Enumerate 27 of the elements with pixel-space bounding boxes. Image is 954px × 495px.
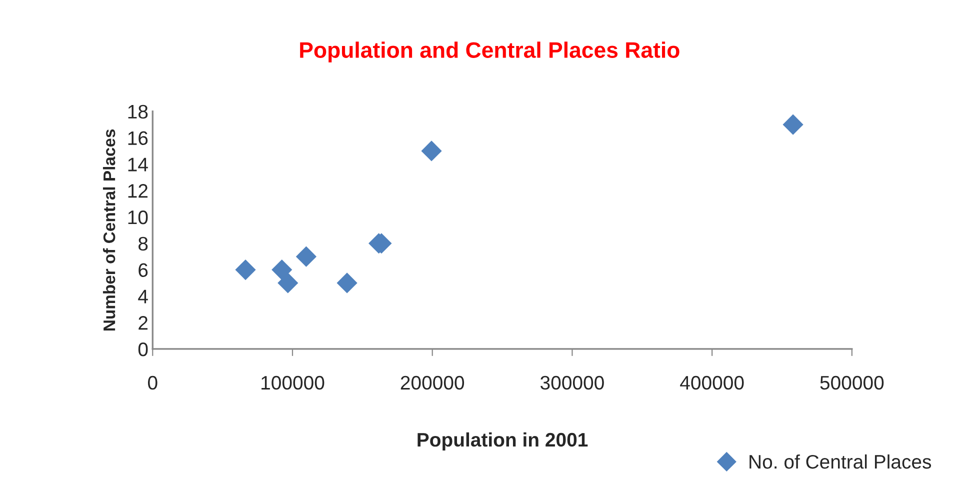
- y-axis-title: Number of Central Places: [102, 129, 116, 330]
- y-tick-label: 4: [138, 290, 148, 304]
- y-tick-label: 12: [128, 184, 148, 198]
- y-tick-label: 8: [138, 236, 148, 251]
- y-tick-label: 6: [138, 263, 148, 278]
- legend-label: No. of Central Places: [750, 454, 932, 469]
- y-tick-label: 16: [128, 131, 148, 146]
- chart-title: Population and Central Places Ratio: [300, 42, 680, 62]
- point: [296, 246, 317, 267]
- x-tick-label: 0: [148, 376, 158, 390]
- y-tick-label: 2: [138, 316, 148, 330]
- point: [336, 272, 358, 294]
- x-tick-label: 200000: [400, 376, 464, 390]
- x-tick-label: 300000: [540, 376, 604, 390]
- point: [278, 272, 298, 294]
- x-tick-label: 100000: [262, 376, 324, 390]
- y-tick-label: 18: [128, 104, 148, 119]
- y-tick-label: 14: [128, 158, 148, 172]
- point: [272, 259, 292, 280]
- point: [235, 259, 256, 280]
- x-tick-label: 400000: [680, 376, 744, 390]
- point: [782, 114, 804, 135]
- x-axis-title: Population in 2001: [418, 432, 588, 451]
- x-tick-label: 500000: [820, 376, 884, 390]
- y-tick-label: 0: [138, 342, 148, 356]
- point: [421, 140, 442, 162]
- y-tick-label: 10: [128, 210, 148, 224]
